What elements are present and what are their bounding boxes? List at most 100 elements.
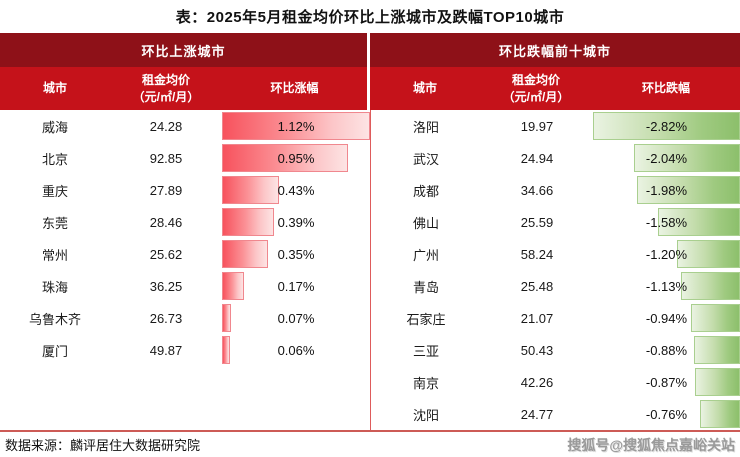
figure-title: 表：2025年5月租金均价环比上涨城市及跌幅TOP10城市 <box>175 9 565 26</box>
table-row: 厦门 49.87 0.06% <box>0 334 370 366</box>
change-label: -2.82% <box>645 118 688 134</box>
change-bar-cell: -0.94% <box>593 302 740 334</box>
change-bar-cell: 0.43% <box>222 174 370 206</box>
change-bar-cell: -0.76% <box>593 398 740 430</box>
rent-price: 24.94 <box>520 150 554 166</box>
change-bar <box>681 272 740 300</box>
change-bar <box>222 272 245 300</box>
table-row: 北京 92.85 0.95% <box>0 142 370 174</box>
change-bar-cell: -1.13% <box>593 270 740 302</box>
change-label: 0.06% <box>277 342 315 358</box>
rent-price: 25.48 <box>520 278 554 294</box>
change-label: -2.04% <box>645 150 688 166</box>
rent-price: 24.28 <box>149 118 183 134</box>
table-panels: 环比上涨城市 城市 租金均价 （元/㎡/月） 环比涨幅 威海 24.28 1.1… <box>0 33 740 430</box>
city-name: 威海 <box>41 119 68 135</box>
city-name: 南京 <box>412 375 439 391</box>
change-label: -1.58% <box>645 214 688 230</box>
city-name: 成都 <box>412 183 439 199</box>
change-label: -0.87% <box>645 374 688 390</box>
declining-city-rows: 洛阳 19.97 -2.82% 武汉 24.94 -2.04% 成都 34.66… <box>370 110 740 430</box>
table-row: 沈阳 24.77 -0.76% <box>371 398 740 430</box>
change-label: 0.43% <box>277 182 315 198</box>
change-bar-cell: -1.58% <box>593 206 740 238</box>
change-bar <box>222 336 230 364</box>
city-name: 石家庄 <box>406 311 446 327</box>
change-bar <box>593 112 740 140</box>
table-row: 乌鲁木齐 26.73 0.07% <box>0 302 370 334</box>
panel-rising-column-headers: 城市 租金均价 （元/㎡/月） 环比涨幅 <box>0 67 367 110</box>
change-label: 0.39% <box>277 214 315 230</box>
rent-price: 26.73 <box>149 310 183 326</box>
table-row: 洛阳 19.97 -2.82% <box>371 110 740 142</box>
change-bar <box>633 144 740 172</box>
change-bar-cell: 0.95% <box>222 142 370 174</box>
change-bar <box>222 176 279 204</box>
change-bar <box>222 144 348 172</box>
rent-price: 50.43 <box>520 342 554 358</box>
city-name: 沈阳 <box>412 407 439 423</box>
footer: 数据来源：麟评居住大数据研究院 搜狐号@搜狐焦点嘉峪关站 <box>0 432 740 457</box>
change-bar-cell: 0.17% <box>222 270 370 302</box>
change-bar-cell: -0.88% <box>593 334 740 366</box>
table-row: 佛山 25.59 -1.58% <box>371 206 740 238</box>
change-label: -1.98% <box>645 182 688 198</box>
rent-price: 19.97 <box>520 118 554 134</box>
table-row: 三亚 50.43 -0.88% <box>371 334 740 366</box>
table-row: 重庆 27.89 0.43% <box>0 174 370 206</box>
change-bar <box>677 240 740 268</box>
rent-price: 49.87 <box>149 342 183 358</box>
change-bar-cell: 0.07% <box>222 302 370 334</box>
panel-declining-header: 环比跌幅前十城市 <box>370 33 740 67</box>
panel-rising-header: 环比上涨城市 <box>0 33 367 67</box>
column-header-price: 租金均价 （元/㎡/月） <box>502 73 570 104</box>
rent-price: 28.46 <box>149 214 183 230</box>
column-header-city: 城市 <box>412 81 437 96</box>
change-label: -0.88% <box>645 342 688 358</box>
change-bar-cell: -1.98% <box>593 174 740 206</box>
rent-price: 36.25 <box>149 278 183 294</box>
change-bar-cell: 0.06% <box>222 334 370 366</box>
table-row: 威海 24.28 1.12% <box>0 110 370 142</box>
change-bar-cell: 1.12% <box>222 110 370 142</box>
change-bar-cell: 0.35% <box>222 238 370 270</box>
city-name: 武汉 <box>412 151 439 167</box>
change-label: 0.95% <box>277 150 315 166</box>
rising-city-rows: 威海 24.28 1.12% 北京 92.85 0.95% 重庆 27.89 0… <box>0 110 370 430</box>
change-bar <box>222 112 370 140</box>
data-source: 数据来源：麟评居住大数据研究院 <box>5 438 201 453</box>
table-row: 珠海 36.25 0.17% <box>0 270 370 302</box>
table-row: 青岛 25.48 -1.13% <box>371 270 740 302</box>
change-bar-cell: -2.04% <box>593 142 740 174</box>
change-label: 0.35% <box>277 246 315 262</box>
change-bar <box>222 208 274 236</box>
table-row: 广州 58.24 -1.20% <box>371 238 740 270</box>
column-header-city: 城市 <box>42 81 67 96</box>
column-header-change: 环比涨幅 <box>270 81 319 96</box>
city-name: 重庆 <box>41 183 68 199</box>
table-row: 成都 34.66 -1.98% <box>371 174 740 206</box>
watermark: 搜狐号@搜狐焦点嘉峪关站 <box>567 436 735 453</box>
change-bar <box>694 368 740 396</box>
city-name: 洛阳 <box>412 119 439 135</box>
table-row: 武汉 24.94 -2.04% <box>371 142 740 174</box>
rent-price: 25.59 <box>520 214 554 230</box>
city-name: 佛山 <box>412 215 439 231</box>
panel-declining-cities: 环比跌幅前十城市 城市 租金均价 （元/㎡/月） 环比跌幅 洛阳 19.97 -… <box>370 33 740 430</box>
change-bar <box>657 208 740 236</box>
city-name: 广州 <box>412 247 439 263</box>
column-header-price: 租金均价 （元/㎡/月） <box>132 73 200 104</box>
bottom-rule <box>0 430 740 432</box>
change-bar-cell: -1.20% <box>593 238 740 270</box>
table-row: 南京 42.26 -0.87% <box>371 366 740 398</box>
panel-rising-cities: 环比上涨城市 城市 租金均价 （元/㎡/月） 环比涨幅 威海 24.28 1.1… <box>0 33 370 430</box>
change-label: -1.20% <box>645 246 688 262</box>
rent-price: 21.07 <box>520 310 554 326</box>
city-name: 东莞 <box>41 215 68 231</box>
change-label: -1.13% <box>645 278 688 294</box>
city-name: 三亚 <box>412 343 439 359</box>
change-label: 1.12% <box>277 118 315 134</box>
change-bar-cell: -2.82% <box>593 110 740 142</box>
table-row: 石家庄 21.07 -0.94% <box>371 302 740 334</box>
